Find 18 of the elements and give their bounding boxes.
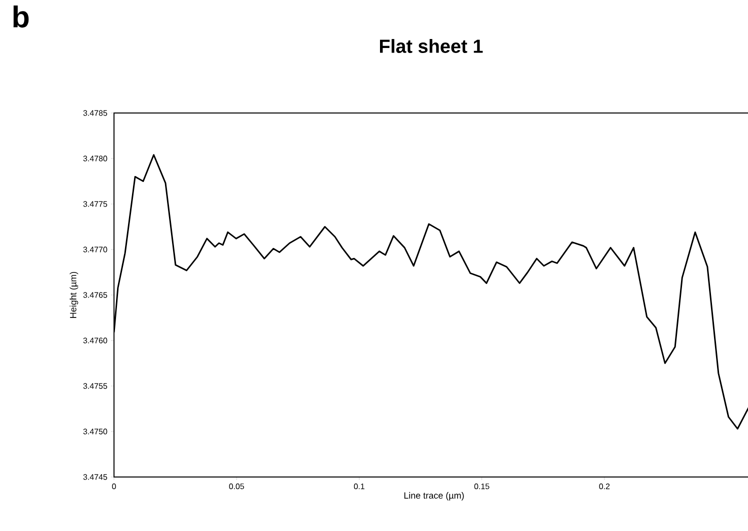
chart-title: Flat sheet 1	[380, 39, 483, 53]
y-axis-title: Height (µm)	[70, 272, 78, 318]
y-tick-label: 3.4775	[83, 201, 108, 207]
text: b	[14, 6, 29, 28]
x-axis-title: Line trace (µm)	[404, 492, 464, 500]
y-tick-label: 3.4765	[83, 292, 108, 298]
x-tick-label: 0.05	[229, 484, 244, 490]
x-tick-label: 0.1	[354, 484, 364, 490]
y-tick-label: 3.4750	[83, 428, 108, 434]
y-tick-label: 3.4780	[83, 156, 108, 162]
x-tick-label: 0.15	[474, 484, 490, 490]
x-tick-label: 0	[112, 484, 116, 490]
y-tick-label: 3.4760	[83, 338, 108, 344]
y-tick-label: 3.4785	[83, 110, 108, 116]
y-tick-label: 3.4745	[83, 474, 108, 480]
y-tick-label: 3.4755	[83, 383, 108, 389]
x-tick-label: 0.2	[599, 484, 610, 490]
y-tick-label: 3.4770	[83, 246, 108, 252]
